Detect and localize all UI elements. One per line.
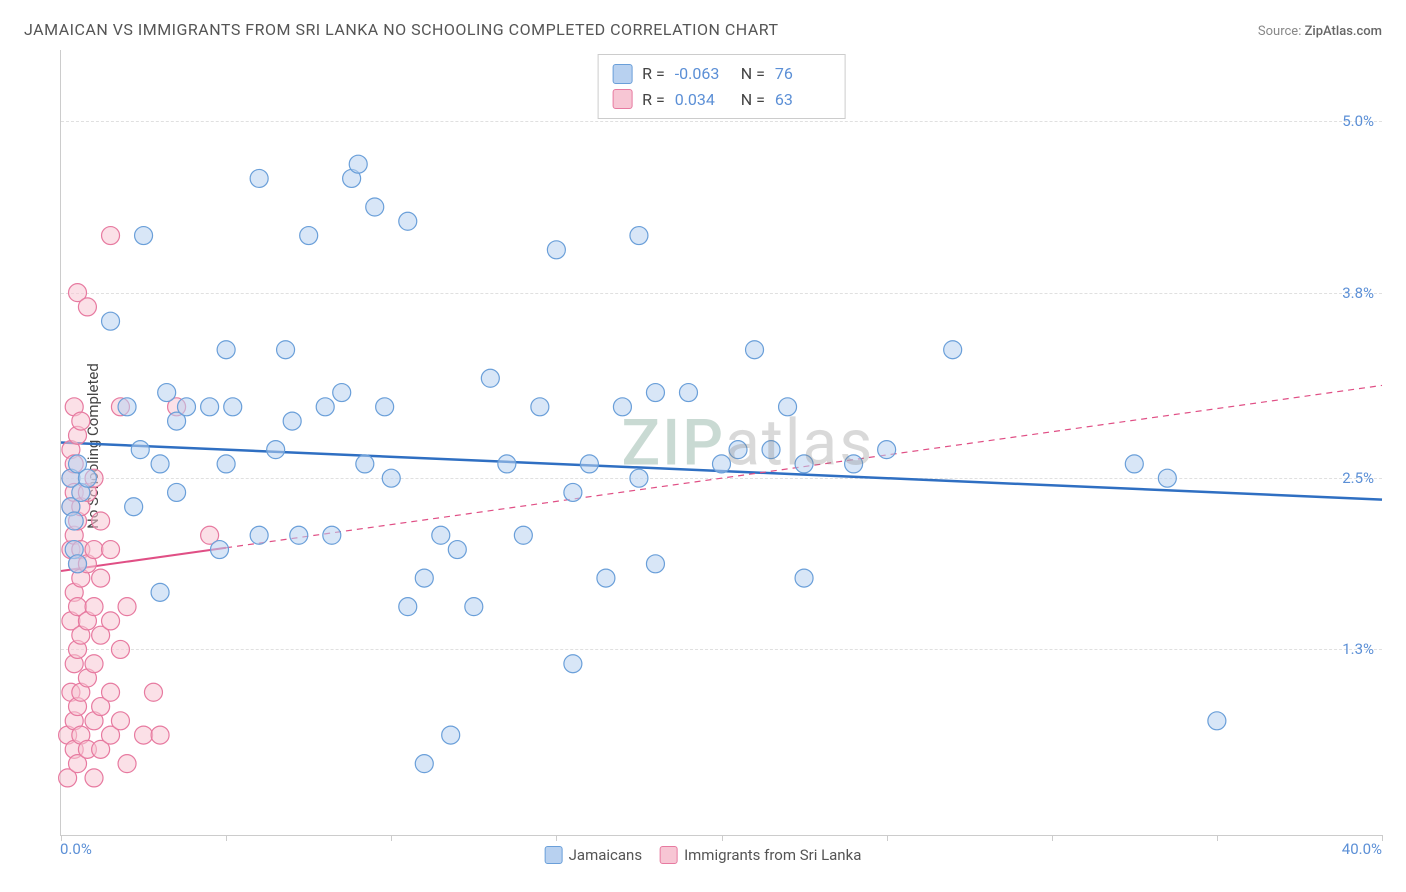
r-value-srilanka: 0.034 — [675, 87, 731, 113]
n-label: N = — [741, 61, 765, 87]
legend-label-srilanka: Immigrants from Sri Lanka — [684, 846, 861, 864]
legend-label-jamaicans: Jamaicans — [569, 846, 642, 864]
source-label: Source: ZipAtlas.com — [1258, 24, 1382, 39]
source-value: ZipAtlas.com — [1305, 24, 1382, 39]
r-label: R = — [642, 87, 665, 113]
plot-area: ZIPatlas R = -0.063 N = 76 R = 0.034 N =… — [60, 50, 1382, 836]
swatch-srilanka-icon — [660, 846, 678, 864]
swatch-jamaicans-icon — [612, 64, 632, 84]
legend-item-srilanka: Immigrants from Sri Lanka — [660, 846, 861, 864]
stats-row-jamaicans: R = -0.063 N = 76 — [612, 61, 831, 87]
stats-row-srilanka: R = 0.034 N = 63 — [612, 87, 831, 113]
bottom-legend: Jamaicans Immigrants from Sri Lanka — [545, 846, 862, 864]
n-value-jamaicans: 76 — [775, 61, 831, 87]
swatch-jamaicans-icon — [545, 846, 563, 864]
legend-item-jamaicans: Jamaicans — [545, 846, 642, 864]
n-label: N = — [741, 87, 765, 113]
x-max-label: 40.0% — [1342, 840, 1382, 858]
r-label: R = — [642, 61, 665, 87]
n-value-srilanka: 63 — [775, 87, 831, 113]
chart-title: JAMAICAN VS IMMIGRANTS FROM SRI LANKA NO… — [24, 20, 779, 39]
x-min-label: 0.0% — [60, 840, 92, 858]
stats-legend-box: R = -0.063 N = 76 R = 0.034 N = 63 — [597, 54, 846, 119]
scatter-svg — [61, 50, 1382, 835]
r-value-jamaicans: -0.063 — [675, 61, 731, 87]
swatch-srilanka-icon — [612, 89, 632, 109]
source-prefix: Source: — [1258, 24, 1301, 39]
